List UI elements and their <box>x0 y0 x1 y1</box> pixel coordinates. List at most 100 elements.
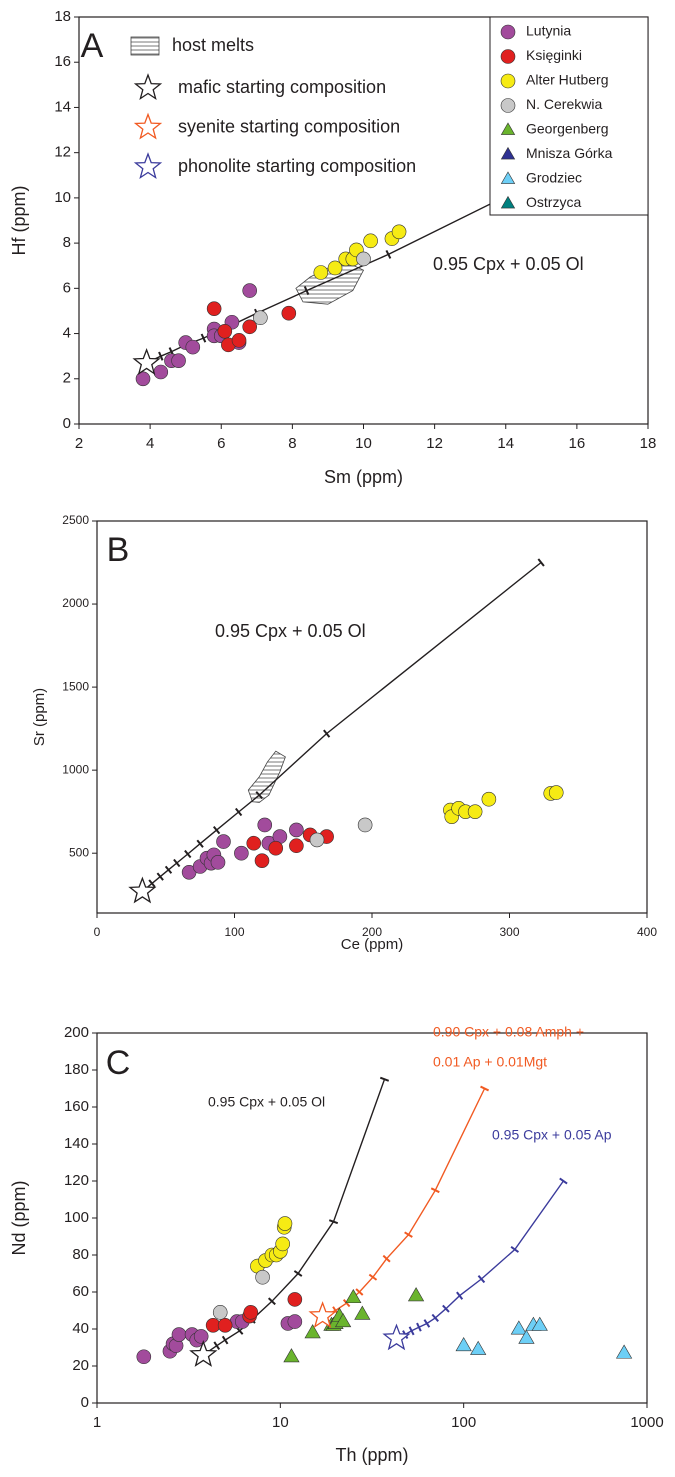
model-line <box>396 1180 564 1339</box>
model-tick <box>477 1275 486 1284</box>
model-tick <box>423 1319 431 1328</box>
model-tick <box>200 333 207 343</box>
star-key <box>133 152 163 179</box>
y-tick-label: 140 <box>64 1135 89 1152</box>
model-tick <box>442 1304 450 1313</box>
model-tick <box>559 1177 568 1185</box>
star-label: syenite starting composition <box>178 116 400 136</box>
model-tick <box>510 1246 520 1253</box>
panel-letter: C <box>106 1044 131 1082</box>
model-tick <box>164 865 173 874</box>
model-tick <box>221 1335 229 1345</box>
data-point <box>171 1327 187 1342</box>
starting-composition <box>132 348 161 376</box>
y-tick-label: 1000 <box>62 762 89 776</box>
legend-marker <box>500 122 516 135</box>
data-point <box>277 1216 293 1231</box>
model-tick <box>404 1231 413 1238</box>
starting-composition <box>382 1323 411 1351</box>
model-label: 0.95 Cpx + 0.05 Ol <box>215 621 366 641</box>
model-tick <box>408 1326 415 1336</box>
model-label: 0.95 Cpx + 0.05 Ol <box>433 254 584 274</box>
x-tick-label: 16 <box>569 435 586 452</box>
x-tick-label: 6 <box>217 435 225 452</box>
y-tick-label: 60 <box>72 1283 89 1300</box>
model-tick <box>323 729 331 738</box>
y-axis-label: Sr (ppm) <box>31 688 48 746</box>
data-point <box>185 339 201 355</box>
data-point <box>257 817 273 833</box>
data-point <box>283 1348 300 1363</box>
data-point <box>217 1318 233 1333</box>
model-tick <box>255 791 264 800</box>
model-tick <box>385 249 392 259</box>
x-axis-label: Ce (ppm) <box>341 936 404 953</box>
model-tick <box>303 286 310 296</box>
x-axis-label: Th (ppm) <box>335 1445 408 1465</box>
data-point <box>171 353 186 368</box>
data-point <box>242 319 257 335</box>
y-tick-label: 2 <box>63 370 71 387</box>
y-tick-label: 160 <box>64 1098 89 1115</box>
data-point <box>212 1305 228 1320</box>
data-point <box>153 364 169 380</box>
x-tick-label: 10 <box>355 435 372 452</box>
host-melts-key <box>130 36 160 56</box>
y-tick-label: 1500 <box>62 679 89 693</box>
data-point <box>135 371 151 387</box>
data-point <box>217 323 233 339</box>
x-tick-label: 10 <box>272 1414 289 1431</box>
y-tick-label: 80 <box>72 1246 89 1263</box>
model-tick <box>480 1085 490 1092</box>
data-point <box>268 840 284 856</box>
starting-composition <box>189 1340 218 1367</box>
panel-letter: A <box>81 27 104 65</box>
legend-label: Alter Hutberg <box>526 72 608 88</box>
legend-marker <box>500 146 516 160</box>
model-tick <box>430 1187 440 1194</box>
x-tick-label: 12 <box>426 435 443 452</box>
legend-label: Księginki <box>526 47 582 63</box>
legend-label: N. Cerekwia <box>526 96 602 112</box>
x-tick-label: 2 <box>75 435 83 452</box>
model-line <box>202 1079 386 1356</box>
model-tick <box>158 351 164 361</box>
model-tick <box>368 1273 378 1281</box>
plot-frame <box>96 520 648 914</box>
model-tick <box>196 839 204 848</box>
y-tick-label: 0 <box>63 415 71 432</box>
model-tick <box>355 1288 364 1296</box>
data-point <box>356 251 371 267</box>
data-point <box>304 1324 321 1339</box>
legend-label: Ostrzyca <box>526 194 581 210</box>
y-tick-label: 8 <box>63 234 71 251</box>
starting-composition <box>308 1301 337 1329</box>
model-label: 0.90 Cpx + 0.08 Amph + <box>433 1024 584 1040</box>
x-tick-label: 400 <box>637 925 657 939</box>
y-axis-label: Hf (ppm) <box>9 185 29 255</box>
x-tick-label: 14 <box>497 435 514 452</box>
model-tick <box>213 1341 221 1350</box>
data-point <box>327 260 343 276</box>
data-point <box>242 283 257 298</box>
x-tick-label: 100 <box>451 1414 476 1431</box>
y-tick-label: 6 <box>63 279 71 296</box>
data-point <box>518 1329 535 1344</box>
x-tick-label: 8 <box>288 435 296 452</box>
model-tick <box>456 1291 464 1300</box>
model-label: 0.95 Cpx + 0.05 Ap <box>492 1127 612 1143</box>
data-point <box>193 1329 209 1344</box>
y-tick-label: 40 <box>72 1320 89 1337</box>
x-tick-label: 200 <box>362 925 382 939</box>
y-tick-label: 20 <box>72 1357 89 1374</box>
data-point <box>345 1288 362 1304</box>
model-tick <box>293 1270 303 1277</box>
model-tick <box>267 1297 276 1306</box>
y-tick-label: 16 <box>54 53 71 70</box>
data-point <box>357 817 373 833</box>
model-line <box>322 1088 486 1317</box>
data-point <box>467 804 483 819</box>
legend-label: Grodziec <box>526 170 582 186</box>
star-label: mafic starting composition <box>178 77 386 97</box>
x-tick-label: 4 <box>146 435 154 452</box>
